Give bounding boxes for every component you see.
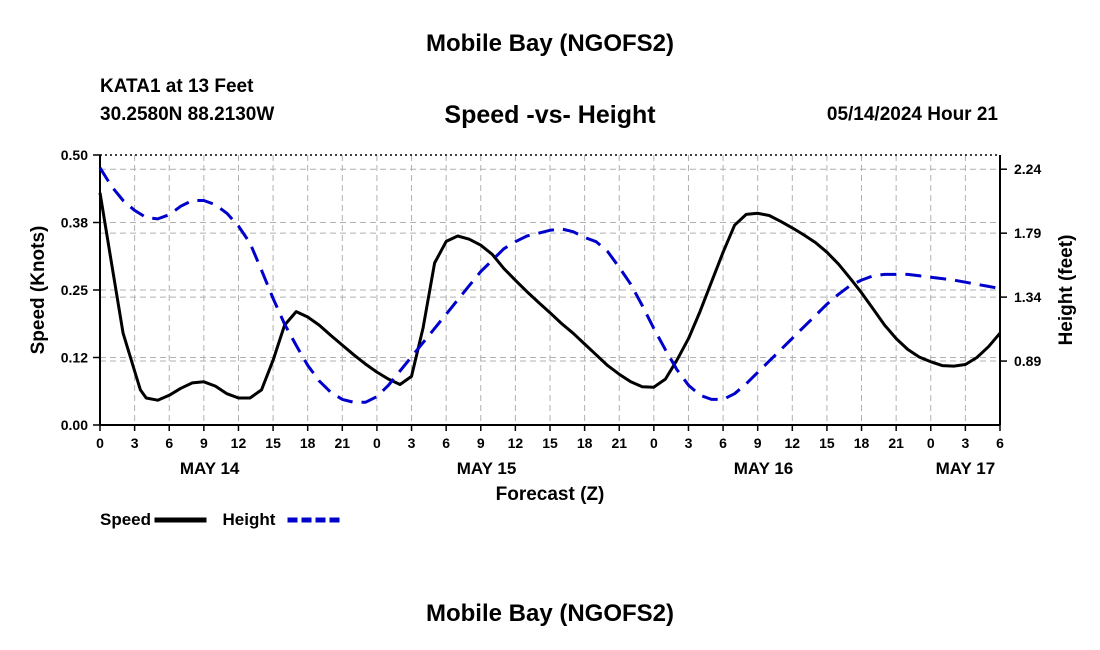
x-tick-label: 9 <box>754 435 762 451</box>
y-tick-label: 0.00 <box>61 417 88 433</box>
y-axis-title: Speed (Knots) <box>28 226 49 355</box>
x-tick-label: 21 <box>888 435 904 451</box>
x-tick-label: 3 <box>685 435 693 451</box>
day-label: MAY 14 <box>180 459 240 478</box>
x-tick-label: 6 <box>165 435 173 451</box>
x-tick-label: 0 <box>373 435 381 451</box>
series-line-speed <box>98 192 1002 402</box>
station-label: KATA1 at 13 Feet <box>100 76 254 97</box>
x-tick-label: 6 <box>996 435 1004 451</box>
x-tick-label: 18 <box>577 435 593 451</box>
station-coordinates: 30.2580N 88.2130W <box>100 104 275 125</box>
x-tick-label: 0 <box>650 435 658 451</box>
series-line-height <box>98 167 1001 404</box>
y2-axis-title: Height (feet) <box>1056 235 1077 346</box>
day-label: MAY 15 <box>457 459 517 478</box>
x-tick-label: 3 <box>961 435 969 451</box>
y-tick-label: 0.50 <box>61 147 88 163</box>
x-tick-label: 9 <box>477 435 485 451</box>
day-label: MAY 16 <box>734 459 794 478</box>
legend-label-speed: Speed <box>100 510 151 529</box>
x-tick-label: 6 <box>442 435 450 451</box>
x-tick-label: 3 <box>131 435 139 451</box>
x-tick-label: 21 <box>611 435 627 451</box>
x-tick-label: 15 <box>819 435 835 451</box>
x-tick-label: 6 <box>719 435 727 451</box>
y-tick-label: 0.25 <box>61 282 88 298</box>
x-tick-label: 0 <box>927 435 935 451</box>
x-tick-label: 21 <box>335 435 351 451</box>
x-tick-label: 12 <box>231 435 247 451</box>
chart-main-title: Mobile Bay (NGOFS2) <box>425 30 675 57</box>
y2-tick-label: 0.89 <box>1014 353 1041 369</box>
x-tick-label: 15 <box>542 435 558 451</box>
y-tick-label: 0.12 <box>61 350 88 366</box>
y-tick-label: 0.38 <box>61 215 88 231</box>
x-tick-label: 18 <box>300 435 316 451</box>
x-tick-label: 12 <box>785 435 801 451</box>
x-tick-label: 9 <box>200 435 208 451</box>
y2-tick-label: 2.24 <box>1014 161 1041 177</box>
forecast-datetime: 05/14/2024 Hour 21 <box>826 104 998 125</box>
x-tick-label: 15 <box>265 435 281 451</box>
footer-title: Mobile Bay (NGOFS2) <box>425 600 675 627</box>
x-tick-label: 18 <box>854 435 870 451</box>
day-label: MAY 17 <box>936 459 996 478</box>
x-tick-label: 3 <box>408 435 416 451</box>
y2-tick-label: 1.34 <box>1014 289 1041 305</box>
y2-tick-label: 1.79 <box>1014 225 1041 241</box>
chart-subtitle: Speed -vs- Height <box>444 101 656 129</box>
legend-label-height: Height <box>223 510 276 529</box>
x-axis-title: Forecast (Z) <box>496 484 605 505</box>
x-tick-label: 0 <box>96 435 104 451</box>
x-tick-label: 12 <box>508 435 524 451</box>
